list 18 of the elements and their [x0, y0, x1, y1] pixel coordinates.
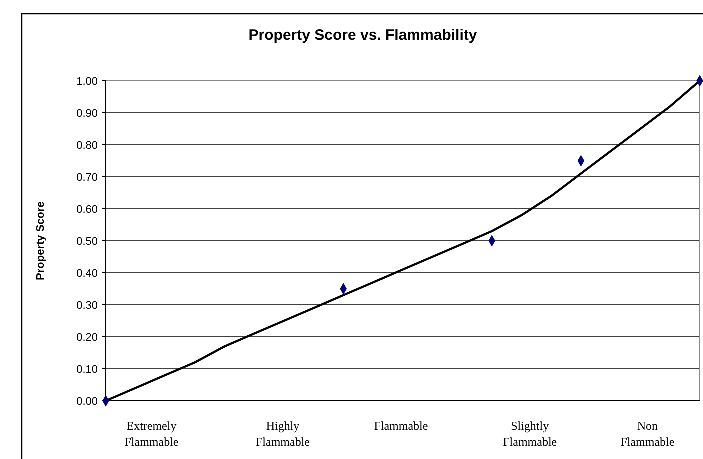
text: Extremely Flammable [124, 419, 179, 449]
y-tick-label: 0.10 [76, 364, 98, 376]
y-axis-title: Property Score [35, 202, 47, 280]
y-tick-label: 0.50 [76, 236, 98, 248]
y-tick-label: 0.70 [76, 172, 98, 184]
y-tick-label: 0.60 [76, 204, 98, 216]
y-tick-label: 0.80 [76, 140, 98, 152]
y-tick-label: 1.00 [76, 76, 98, 88]
y-tick-label: 0.30 [76, 300, 98, 312]
text: Flammable [374, 419, 428, 433]
y-tick-label: 0.20 [76, 332, 98, 344]
y-tick-label: 0.40 [76, 268, 98, 280]
text: Highly Flammable [256, 419, 310, 449]
y-tick-label: 0.90 [76, 108, 98, 120]
text: Non Flammable [620, 419, 675, 449]
text: Slightly Flammable [503, 419, 558, 449]
chart-title: Property Score vs. Flammability [248, 27, 478, 44]
y-tick-label: 0.00 [76, 396, 98, 408]
